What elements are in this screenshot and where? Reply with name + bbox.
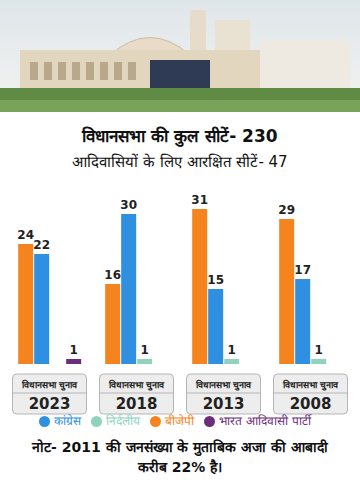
svg-text:विधानसभा चुनाव: विधानसभा चुनाव [282,379,339,391]
svg-text:विधानसभा चुनाव: विधानसभा चुनाव [195,379,252,391]
svg-text:1: 1 [70,343,78,357]
svg-text:1: 1 [141,343,149,357]
svg-text:2008: 2008 [290,395,332,413]
svg-text:विधानसभा चुनाव: विधानसभा चुनाव [21,379,78,391]
svg-text:22: 22 [33,238,50,252]
html-text:आदिवासियों के लिए आरक्षित सीटे: आदिवासियों के लिए आरक्षित सीटें- 47 [72,153,288,171]
svg-text:24: 24 [17,228,34,242]
svg-text:1: 1 [228,343,236,357]
svg-text:15: 15 [207,273,224,287]
svg-text:17: 17 [294,263,311,277]
svg-text:2018: 2018 [116,395,158,413]
svg-text:29: 29 [278,203,295,217]
html-text:विधानसभा की कुल सीटें- 230: विधानसभा की कुल सीटें- 230 [82,126,278,146]
svg-text:विधानसभा चुनाव: विधानसभा चुनाव [108,379,165,391]
svg-text:16: 16 [104,268,121,282]
svg-text:2013: 2013 [203,395,245,413]
html-text:कांग्रेस: कांग्रेस [54,414,82,428]
svg-text:31: 31 [191,193,208,207]
html-text:बीजेपी: बीजेपी [165,414,195,428]
svg-text:30: 30 [120,198,137,212]
html-text:भारत आदिवासी पार्टी: भारत आदिवासी पार्टी [219,414,311,428]
svg-text:2023: 2023 [29,395,71,413]
html-text:निर्दलीय: निर्दलीय [106,414,141,428]
svg-text:1: 1 [315,343,323,357]
html-text:नोट- 2011 की जनसंख्या के मुताब: नोट- 2011 की जनसंख्या के मुताबिक अजा की … [32,439,328,475]
